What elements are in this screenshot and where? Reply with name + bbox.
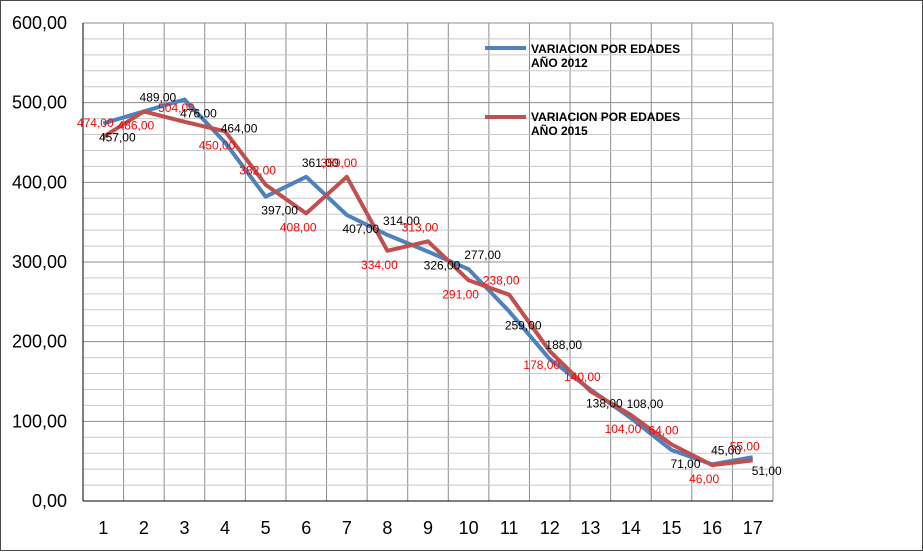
- data-label-2012: 326,00: [424, 259, 461, 273]
- data-label-2012: 489,00: [140, 90, 177, 104]
- data-label-2012: 108,00: [627, 397, 664, 411]
- data-label-2015: 334,00: [361, 258, 398, 272]
- x-tick-label: 13: [580, 518, 600, 538]
- axes: 0,00 100,00 200,00 300,00 400,00 500,00 600,00…: [12, 13, 773, 538]
- data-label-2015: 55,00: [730, 439, 760, 453]
- data-label-2012: 361,00: [302, 156, 339, 170]
- series-lines: [102, 97, 754, 468]
- x-tick-label: 11: [500, 518, 519, 538]
- data-label-2015: 408,00: [280, 220, 317, 234]
- y-tick-label: 100,00: [12, 411, 67, 431]
- data-label-2012: 464,00: [221, 122, 258, 136]
- x-tick-label: 8: [382, 518, 392, 538]
- y-tick-label: 200,00: [12, 332, 67, 352]
- x-tick-label: 2: [139, 518, 149, 538]
- y-tick-label: 600,00: [12, 13, 67, 33]
- x-tick-label: 14: [621, 518, 641, 538]
- data-label-2012: 259,00: [505, 318, 542, 332]
- x-tick-label: 12: [540, 518, 560, 538]
- data-label-2015: 291,00: [442, 287, 479, 301]
- legend-label-2015-line1: VARIACION POR EDADES: [531, 110, 680, 124]
- data-label-2015: 104,00: [605, 422, 642, 436]
- series-line-2015: [102, 109, 753, 468]
- data-label-2012: 314,00: [383, 214, 420, 228]
- legend-label-2015-line2: AÑO 2015: [531, 123, 588, 138]
- data-label-2012: 457,00: [99, 130, 136, 144]
- data-label-2012: 138,00: [586, 396, 623, 410]
- legend-entry-2012: VARIACION POR EDADES AÑO 2012: [485, 42, 680, 70]
- data-label-2012: 45,00: [711, 443, 741, 457]
- data-label-2015: 46,00: [689, 472, 719, 486]
- x-tick-label: 4: [220, 518, 230, 538]
- data-label-2012: 277,00: [464, 248, 501, 262]
- data-label-2015: 486,00: [118, 118, 155, 132]
- data-label-2015: 238,00: [483, 274, 520, 288]
- legend-label-2012-line1: VARIACION POR EDADES: [531, 42, 680, 56]
- data-label-2012: 71,00: [671, 457, 701, 471]
- data-label-2012: 397,00: [261, 204, 298, 218]
- y-tick-label: 400,00: [12, 172, 67, 192]
- data-label-2015: 474,00: [77, 116, 114, 130]
- legend: VARIACION POR EDADES AÑO 2012 VARIACION …: [485, 42, 680, 138]
- x-tick-label: 5: [261, 518, 271, 538]
- data-label-2015: 359,00: [320, 156, 357, 170]
- x-tick-label: 15: [662, 518, 682, 538]
- x-tick-label: 16: [702, 518, 722, 538]
- x-tick-label: 6: [301, 518, 311, 538]
- x-tick-label: 10: [459, 518, 479, 538]
- data-label-2012: 407,00: [342, 222, 379, 236]
- x-tick-label: 1: [98, 518, 108, 538]
- data-label-2015: 140,00: [564, 370, 601, 384]
- x-tick-label: 3: [179, 518, 189, 538]
- data-label-2015: 450,00: [199, 138, 236, 152]
- data-label-2012: 188,00: [545, 338, 582, 352]
- data-label-2015: 504,00: [158, 101, 195, 115]
- x-tick-label: 9: [423, 518, 433, 538]
- y-tick-label: 500,00: [12, 93, 67, 113]
- data-label-2015: 313,00: [402, 220, 439, 234]
- data-label-2015: 382,00: [239, 164, 276, 178]
- legend-entry-2015: VARIACION POR EDADES AÑO 2015: [485, 110, 680, 138]
- y-tick-label: 0,00: [32, 491, 67, 511]
- data-label-2015: 178,00: [523, 358, 560, 372]
- data-label-2015: 64,00: [649, 423, 679, 437]
- x-tick-label: 7: [342, 518, 352, 538]
- data-label-2012: 476,00: [180, 106, 217, 120]
- legend-label-2012-line2: AÑO 2012: [531, 55, 588, 70]
- y-tick-label: 300,00: [12, 252, 67, 272]
- data-label-2012: 51,00: [752, 464, 782, 478]
- x-tick-label: 17: [743, 518, 763, 538]
